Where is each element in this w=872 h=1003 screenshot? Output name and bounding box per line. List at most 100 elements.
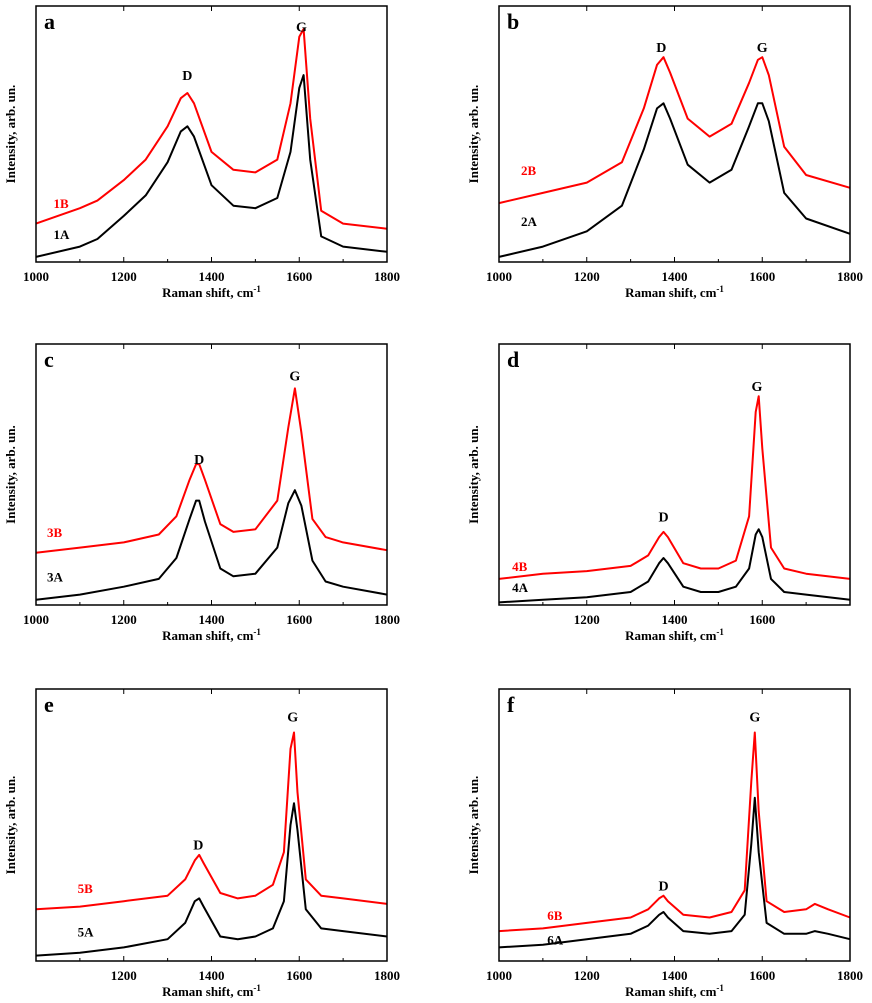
series-label-5B: 5B: [78, 881, 94, 896]
x-axis-label-text: Raman shift, cm: [625, 628, 717, 643]
series-line-3B: [35, 387, 388, 554]
x-tick-label: 1200: [111, 612, 137, 627]
x-axis-label-superscript: -1: [716, 983, 724, 993]
series-line-5A: [35, 802, 388, 957]
x-axis-label: Raman shift, cm-1: [162, 983, 261, 999]
series-line-4A: [498, 528, 851, 604]
series-line-6A: [498, 796, 851, 949]
series-label-2B: 2B: [521, 163, 537, 178]
panel-letter: f: [507, 692, 515, 717]
x-tick-label: 1200: [111, 968, 137, 983]
x-axis-label-superscript: -1: [253, 284, 261, 294]
x-tick-label: 1800: [837, 968, 863, 983]
x-tick-label: 1600: [749, 269, 775, 284]
series-line-1B: [35, 28, 388, 230]
x-axis-label-text: Raman shift, cm: [162, 628, 254, 643]
peak-label-G: G: [289, 370, 300, 385]
peak-label-D: D: [182, 69, 192, 84]
x-tick-label: 1800: [374, 612, 400, 627]
peak-label-G: G: [749, 711, 760, 726]
x-axis-label-superscript: -1: [253, 627, 261, 637]
peak-label-G: G: [287, 711, 298, 726]
panel-b: 1000 1200 1400 1600 1800 Raman shift, cm-1 Int…: [466, 5, 863, 300]
x-axis-label: Raman shift, cm-1: [625, 983, 724, 999]
x-axis-label-superscript: -1: [253, 983, 261, 993]
series-line-3A: [35, 489, 388, 601]
series-label-1A: 1A: [54, 227, 71, 242]
x-tick-label: 1600: [286, 968, 312, 983]
y-axis-label: Intensity, arb. un.: [3, 85, 18, 184]
panel-f: 1000 1200 1400 1600 1800 Raman shift, cm-1 Int…: [466, 688, 863, 999]
y-axis-label: Intensity, arb. un.: [466, 776, 481, 875]
x-tick-label: 1400: [662, 612, 688, 627]
panel-a: 1000 1200 1400 1600 1800 Raman shift, cm-1 Int…: [3, 5, 400, 300]
peak-label-G: G: [296, 21, 307, 36]
series-label-2A: 2A: [521, 214, 538, 229]
panel-letter: a: [44, 9, 55, 34]
x-axis-label-superscript: -1: [716, 284, 724, 294]
x-axis-label-text: Raman shift, cm: [162, 984, 254, 999]
panel-letter: d: [507, 347, 519, 372]
x-tick-label: 1400: [662, 269, 688, 284]
peak-label-D: D: [658, 879, 668, 894]
x-axis-label: Raman shift, cm-1: [625, 627, 724, 643]
panel-c: 1000 1200 1400 1600 1800 Raman shift, cm-1 Int…: [3, 343, 400, 643]
x-axis-label: Raman shift, cm-1: [625, 284, 724, 300]
x-axis-label: Raman shift, cm-1: [162, 627, 261, 643]
peak-label-G: G: [752, 380, 763, 395]
y-axis-label: Intensity, arb. un.: [3, 776, 18, 875]
y-axis-label: Intensity, arb. un.: [466, 85, 481, 184]
panel-letter: e: [44, 692, 54, 717]
plot-frame: [498, 343, 851, 606]
series-line-4B: [498, 395, 851, 580]
x-tick-label: 1000: [486, 269, 512, 284]
series-label-6A: 6A: [547, 933, 564, 948]
series-line-1A: [35, 74, 388, 258]
x-tick-label: 1600: [286, 269, 312, 284]
peak-label-D: D: [658, 510, 668, 525]
x-tick-label: 1400: [662, 968, 688, 983]
series-line-6B: [498, 731, 851, 933]
series-label-6B: 6B: [547, 908, 563, 923]
peak-label-D: D: [194, 453, 204, 468]
series-label-4B: 4B: [512, 559, 528, 574]
x-tick-label: 1800: [374, 269, 400, 284]
x-tick-label: 1200: [574, 269, 600, 284]
x-tick-label: 1000: [23, 269, 49, 284]
peak-label-D: D: [193, 838, 203, 853]
panel-letter: b: [507, 9, 519, 34]
x-axis-label-text: Raman shift, cm: [625, 285, 717, 300]
x-axis-label-superscript: -1: [716, 627, 724, 637]
panel-e: 1200 1400 1600 1800 Raman shift, cm-1 Intensi…: [3, 688, 400, 999]
peak-label-D: D: [656, 41, 666, 56]
x-tick-label: 1800: [374, 968, 400, 983]
plot-frame: [35, 5, 388, 263]
series-label-1B: 1B: [54, 196, 70, 211]
x-tick-label: 1400: [199, 269, 225, 284]
series-line-5B: [35, 731, 388, 911]
y-axis-label: Intensity, arb. un.: [3, 425, 18, 524]
series-label-5A: 5A: [78, 925, 95, 940]
x-tick-label: 1400: [199, 968, 225, 983]
x-tick-label: 1200: [574, 968, 600, 983]
x-tick-label: 1600: [286, 612, 312, 627]
x-tick-label: 1600: [749, 612, 775, 627]
x-axis-label-text: Raman shift, cm: [162, 285, 254, 300]
x-tick-label: 1000: [486, 968, 512, 983]
x-tick-label: 1600: [749, 968, 775, 983]
x-axis-label-text: Raman shift, cm: [625, 984, 717, 999]
x-tick-label: 1800: [837, 269, 863, 284]
x-tick-label: 1200: [574, 612, 600, 627]
panel-letter: c: [44, 347, 54, 372]
x-tick-label: 1400: [199, 612, 225, 627]
series-label-4A: 4A: [512, 580, 529, 595]
x-tick-label: 1200: [111, 269, 137, 284]
plot-frame: [498, 5, 851, 263]
series-label-3B: 3B: [47, 525, 63, 540]
series-line-2B: [498, 56, 851, 205]
series-line-2A: [498, 102, 851, 258]
peak-label-G: G: [757, 41, 768, 56]
x-axis-label: Raman shift, cm-1: [162, 284, 261, 300]
series-label-3A: 3A: [47, 570, 64, 585]
